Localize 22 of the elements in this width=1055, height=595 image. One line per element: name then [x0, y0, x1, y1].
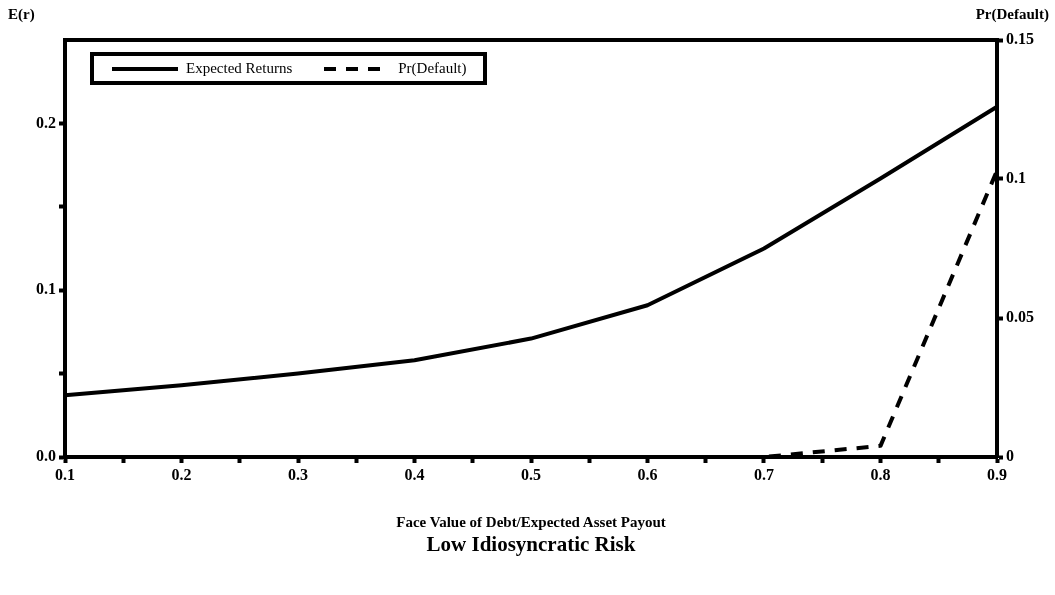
x-tick-label: 0.4 — [404, 465, 425, 483]
x-tick-label: 0.7 — [754, 465, 774, 483]
y2-tick-label: 0.1 — [1006, 169, 1026, 187]
x-tick-label: 0.8 — [870, 465, 891, 483]
y-tick-label: 0.0 — [36, 447, 56, 465]
y-tick-label: 0.2 — [36, 113, 56, 131]
x-tick-label: 0.5 — [521, 465, 541, 483]
x-axis-title: Face Value of Debt/Expected Asset Payout — [396, 514, 666, 531]
y2-tick-label: 0.05 — [1006, 308, 1034, 326]
y2-tick-label: 0.15 — [1006, 30, 1034, 48]
x-tick-label: 0.1 — [55, 465, 75, 483]
y-tick-label: 0.1 — [36, 280, 56, 298]
x-tick-label: 0.2 — [171, 465, 192, 483]
legend-label: Pr(Default) — [398, 60, 467, 77]
x-tick-label: 0.9 — [987, 465, 1007, 483]
y2-tick-label: 0 — [1006, 447, 1014, 465]
text: Low Idiosyncratic Risk — [426, 532, 636, 557]
legend-label: Expected Returns — [186, 60, 293, 77]
x-tick-label: 0.6 — [637, 465, 658, 483]
x-tick-label: 0.3 — [288, 465, 308, 483]
y-axis-title: E(r) — [8, 6, 35, 23]
y2-axis-title: Pr(Default) — [975, 6, 1049, 23]
